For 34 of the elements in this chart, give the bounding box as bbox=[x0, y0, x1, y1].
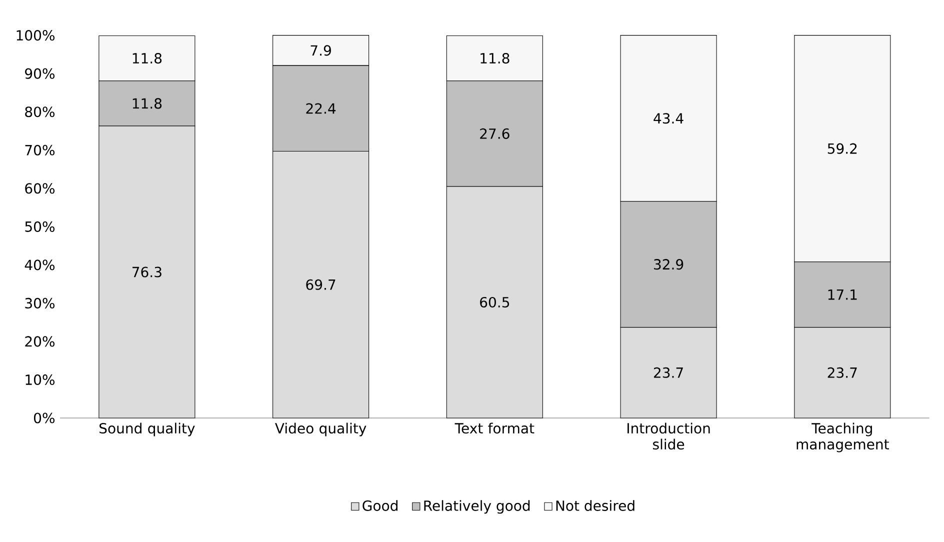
data-label: 32.9 bbox=[654, 259, 684, 270]
y-tick-label: 100% bbox=[16, 30, 55, 41]
data-label: 60.5 bbox=[480, 296, 510, 308]
data-label: 23.7 bbox=[828, 367, 857, 378]
data-label: 69.7 bbox=[306, 279, 336, 290]
data-label: 22.4 bbox=[306, 103, 336, 114]
data-label: 11.8 bbox=[480, 52, 510, 64]
data-label: 27.6 bbox=[480, 128, 510, 139]
y-tick-label: 70% bbox=[25, 144, 55, 156]
data-label: 23.7 bbox=[654, 367, 683, 378]
x-tick-label: Text format bbox=[454, 422, 534, 434]
y-tick-label: 80% bbox=[25, 106, 55, 118]
data-label: 59.2 bbox=[828, 143, 857, 154]
y-tick-label: 10% bbox=[26, 374, 55, 386]
data-label: 43.4 bbox=[654, 113, 684, 124]
y-tick-label: 20% bbox=[25, 336, 55, 347]
data-label: 76.3 bbox=[132, 266, 162, 278]
data-label: 11.8 bbox=[132, 52, 162, 64]
y-tick-label: 60% bbox=[25, 183, 55, 194]
y-tick-label: 40% bbox=[24, 260, 55, 270]
x-tick-label: Teaching management bbox=[796, 422, 889, 452]
y-tick-label: 30% bbox=[25, 298, 55, 308]
x-tick-label: Video quality bbox=[275, 422, 366, 436]
legend-label: Not desired bbox=[556, 500, 634, 511]
data-label: 7.9 bbox=[310, 45, 331, 56]
y-tick-label: 50% bbox=[25, 221, 55, 232]
data-label: 11.8 bbox=[132, 98, 162, 109]
y-tick-label: 0% bbox=[34, 412, 55, 424]
y-tick-label: 90% bbox=[25, 68, 55, 79]
x-tick-label: Introduction slide bbox=[628, 422, 710, 450]
x-tick-label: Sound quality bbox=[100, 422, 195, 436]
legend-label: Relatively good bbox=[424, 500, 530, 514]
legend-label: Good bbox=[362, 500, 398, 511]
data-label: 17.1 bbox=[828, 289, 857, 300]
